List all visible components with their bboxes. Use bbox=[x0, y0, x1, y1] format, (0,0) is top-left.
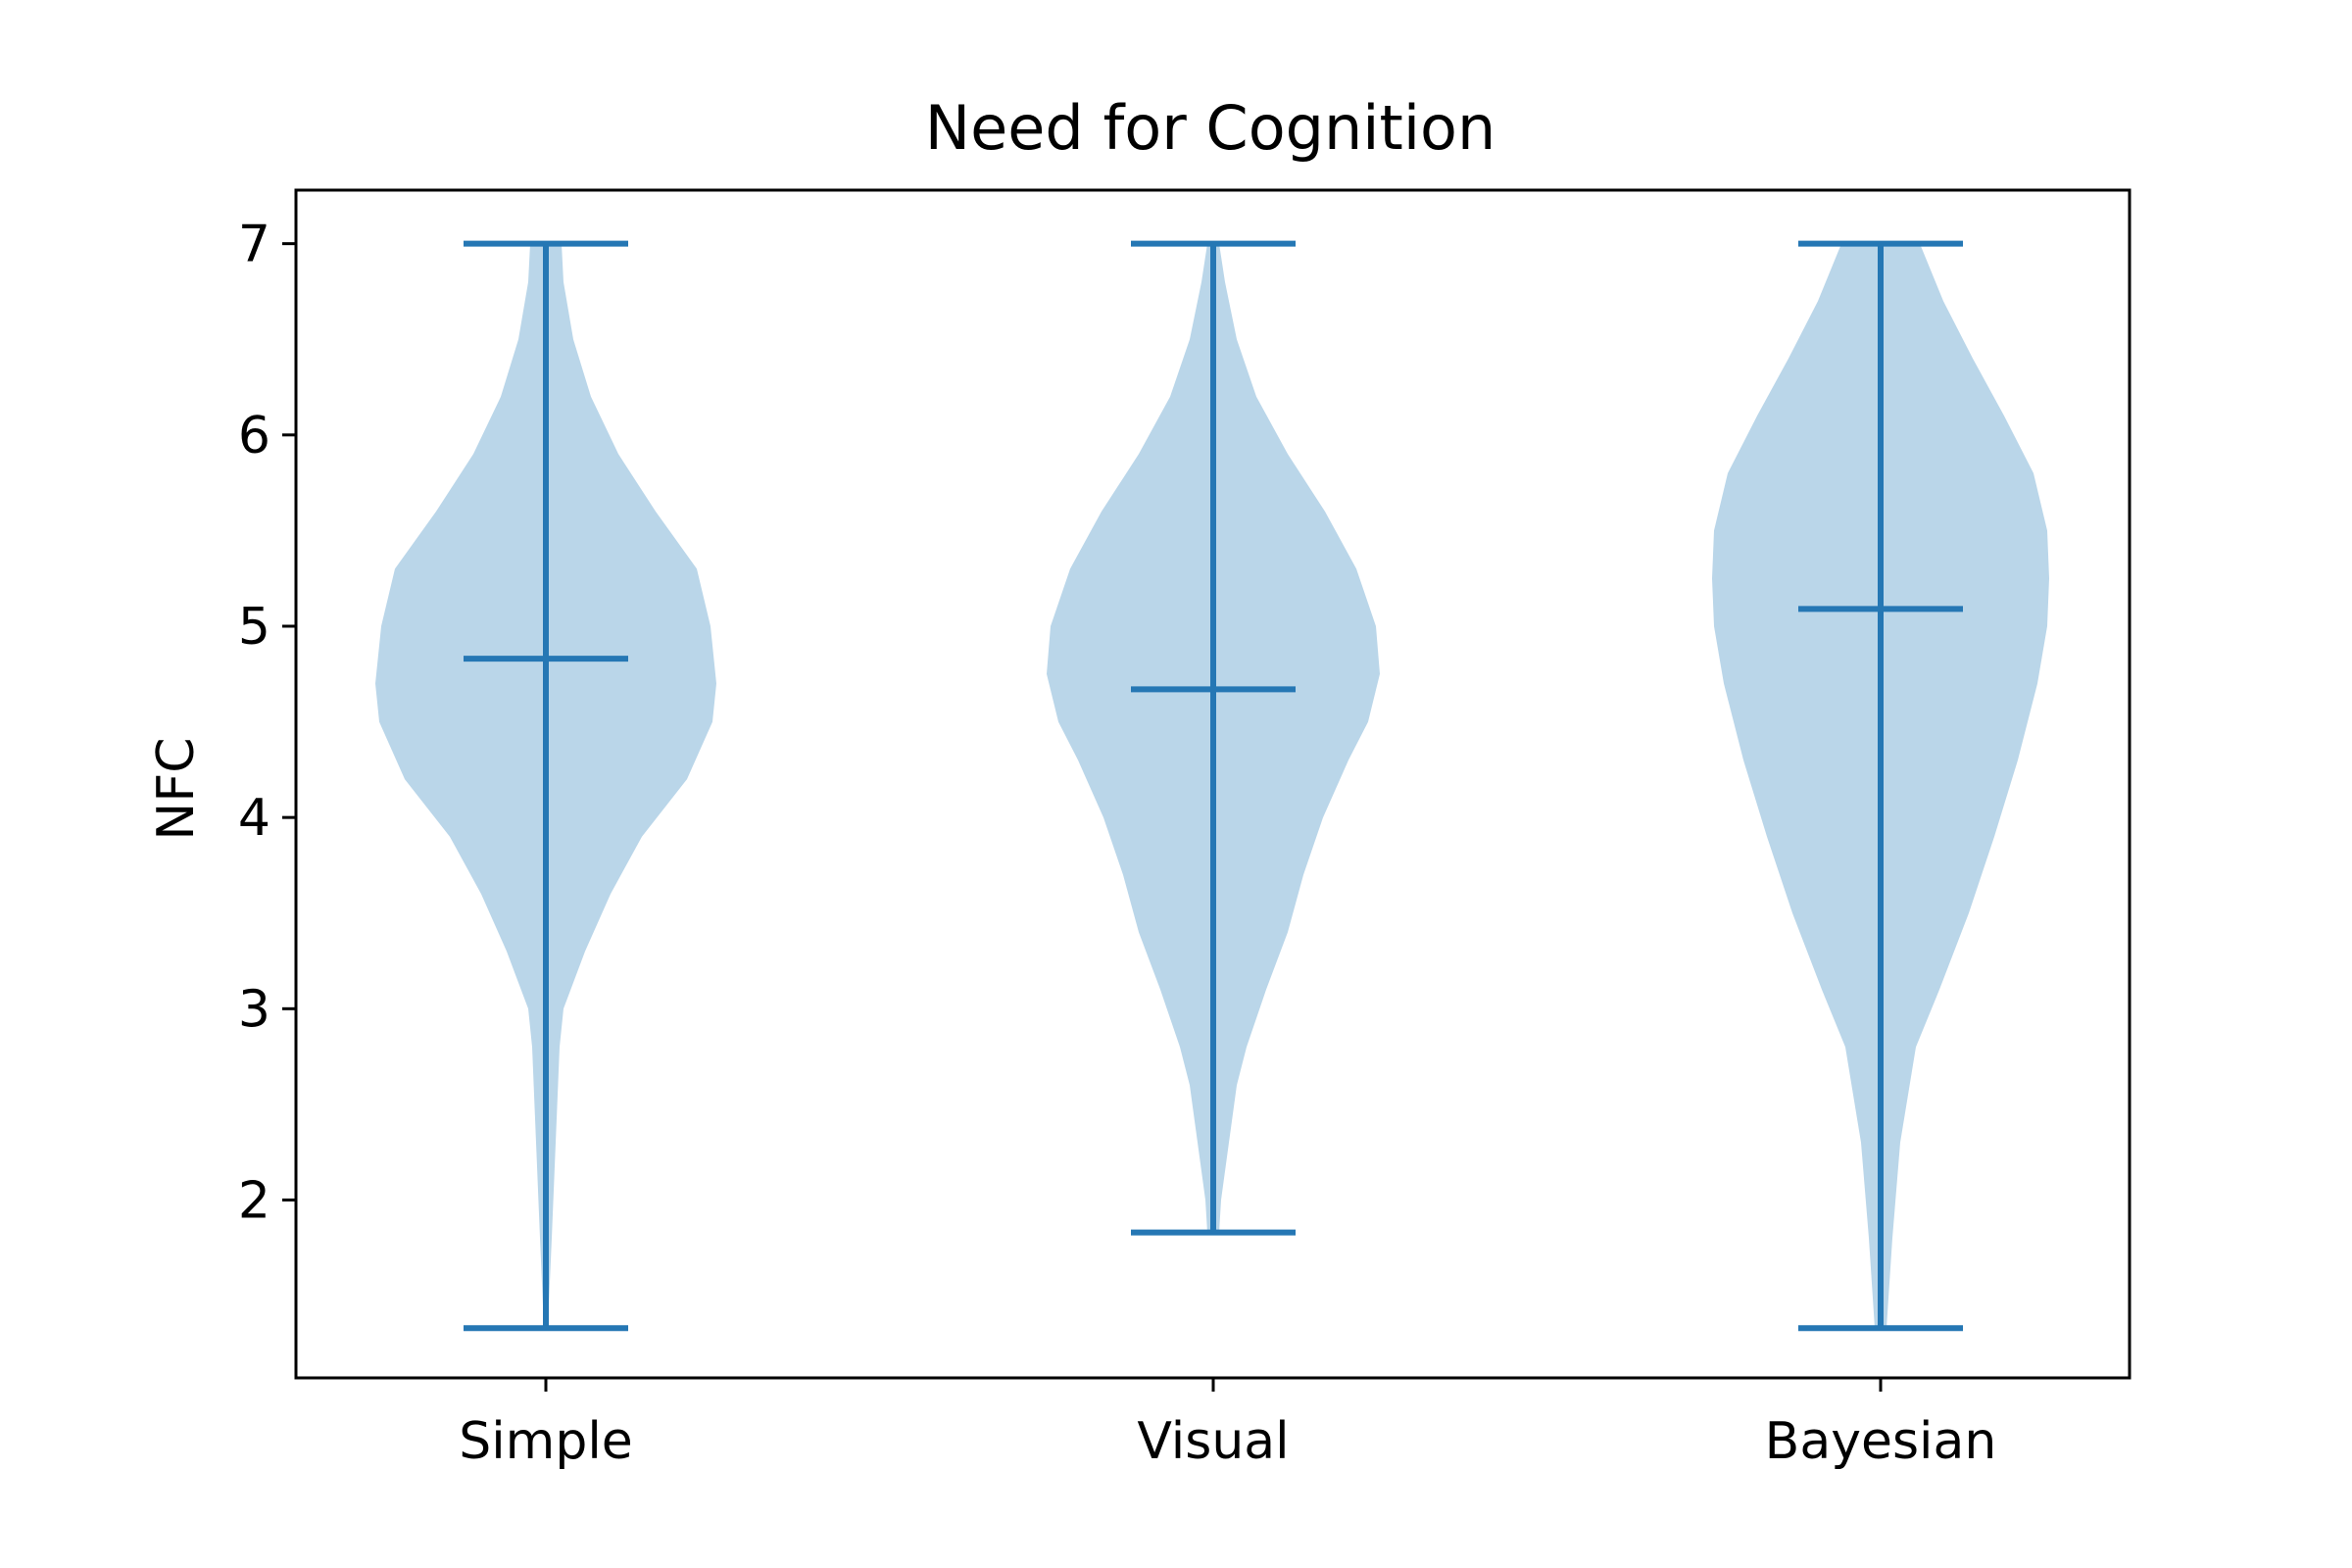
x-tick-label: Visual bbox=[1137, 1412, 1289, 1471]
y-tick-label: 6 bbox=[238, 407, 270, 466]
y-axis: 2 3 4 5 6 7 bbox=[238, 216, 296, 1230]
y-tick-label: 3 bbox=[238, 980, 270, 1039]
chart-title: Need for Cognition bbox=[925, 92, 1496, 164]
y-tick-label: 5 bbox=[238, 598, 270, 657]
y-tick-label: 4 bbox=[238, 789, 270, 848]
plot-frame bbox=[294, 188, 2132, 1380]
x-tick-label: Bayesian bbox=[1765, 1412, 1997, 1471]
x-tick-label: Simple bbox=[459, 1412, 633, 1471]
y-tick-label: 2 bbox=[238, 1171, 270, 1230]
statistics-layer bbox=[464, 240, 1963, 1332]
y-axis-label: NFC bbox=[147, 737, 206, 840]
y-tick-label: 7 bbox=[238, 216, 270, 274]
x-axis: Simple Visual Bayesian bbox=[459, 1378, 1996, 1471]
